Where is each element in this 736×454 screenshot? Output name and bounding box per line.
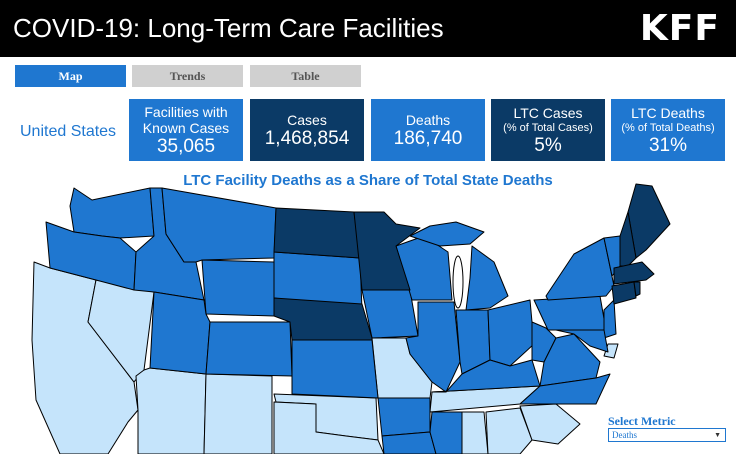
state-louisiana[interactable] [381, 431, 437, 454]
state-utah[interactable] [149, 291, 211, 375]
state-new-jersey[interactable] [603, 299, 617, 339]
state-montana[interactable] [161, 187, 277, 263]
page-header: COVID-19: Long-Term Care Facilities KFF [0, 0, 736, 57]
state-ohio[interactable] [487, 299, 535, 367]
select-metric-label: Select Metric [608, 414, 676, 428]
state-wyoming[interactable] [201, 259, 275, 317]
state-north-dakota[interactable] [273, 207, 361, 259]
state-new-mexico[interactable] [203, 373, 273, 454]
state-washington[interactable] [69, 187, 155, 239]
state-rhode-island[interactable] [633, 281, 641, 297]
chevron-down-icon: ▼ [714, 431, 721, 439]
select-metric-dropdown[interactable]: Deaths ▼ [608, 428, 726, 442]
ltc-cases-card: LTC Cases (% of Total Cases) 5% [491, 99, 605, 161]
map-title: LTC Facility Deaths as a Share of Total … [183, 172, 553, 189]
ltc-deaths-sublabel: (% of Total Deaths) [621, 122, 715, 134]
ltc-cases-label: LTC Cases [513, 105, 583, 121]
state-texas[interactable] [273, 401, 385, 454]
region-label: United States [20, 123, 117, 140]
state-alabama[interactable] [461, 411, 489, 454]
facilities-card: Facilities with Known Cases 35,065 [129, 99, 243, 161]
deaths-card: Deaths 186,740 [371, 99, 485, 161]
cases-card: Cases 1,468,854 [250, 99, 364, 161]
state-new-york[interactable] [545, 237, 615, 301]
facilities-value: 35,065 [156, 136, 216, 157]
ltc-cases-sublabel: (% of Total Cases) [503, 122, 593, 134]
tab-trends[interactable]: Trends [132, 65, 243, 87]
state-colorado[interactable] [205, 321, 293, 377]
state-nebraska[interactable] [273, 297, 373, 341]
cases-value: 1,468,854 [264, 128, 350, 149]
facilities-label-line1: Facilities with [144, 104, 228, 120]
state-arkansas[interactable] [377, 397, 431, 437]
cases-label: Cases [287, 112, 327, 128]
ltc-cases-value: 5% [534, 135, 562, 156]
state-michigan-lower[interactable] [465, 245, 509, 311]
ltc-deaths-label: LTC Deaths [631, 105, 705, 121]
state-michigan-upper[interactable] [409, 221, 485, 247]
state-minnesota[interactable] [353, 211, 421, 291]
state-georgia[interactable] [485, 407, 533, 454]
state-arizona[interactable] [135, 367, 207, 454]
state-north-carolina[interactable] [519, 373, 611, 405]
kff-logo: KFF [639, 8, 720, 49]
tab-table[interactable]: Table [250, 65, 361, 87]
state-maryland[interactable] [555, 329, 609, 353]
state-new-hampshire[interactable] [619, 211, 637, 267]
state-pennsylvania[interactable] [533, 295, 607, 331]
state-illinois[interactable] [405, 301, 461, 393]
ltc-deaths-card: LTC Deaths (% of Total Deaths) 31% [611, 99, 725, 161]
state-kentucky[interactable] [431, 359, 541, 393]
page-title: COVID-19: Long-Term Care Facilities [13, 13, 444, 43]
lake-michigan [452, 255, 464, 309]
tab-map[interactable]: Map [15, 65, 126, 87]
facilities-label-line2: Known Cases [142, 120, 230, 136]
state-connecticut[interactable] [611, 281, 637, 305]
ltc-deaths-value: 31% [648, 135, 688, 156]
select-metric-value: Deaths [612, 430, 637, 440]
deaths-label: Deaths [405, 112, 451, 128]
state-mississippi[interactable] [429, 411, 463, 454]
deaths-value: 186,740 [393, 128, 463, 149]
state-massachusetts[interactable] [613, 261, 655, 285]
state-kansas[interactable] [291, 339, 379, 399]
